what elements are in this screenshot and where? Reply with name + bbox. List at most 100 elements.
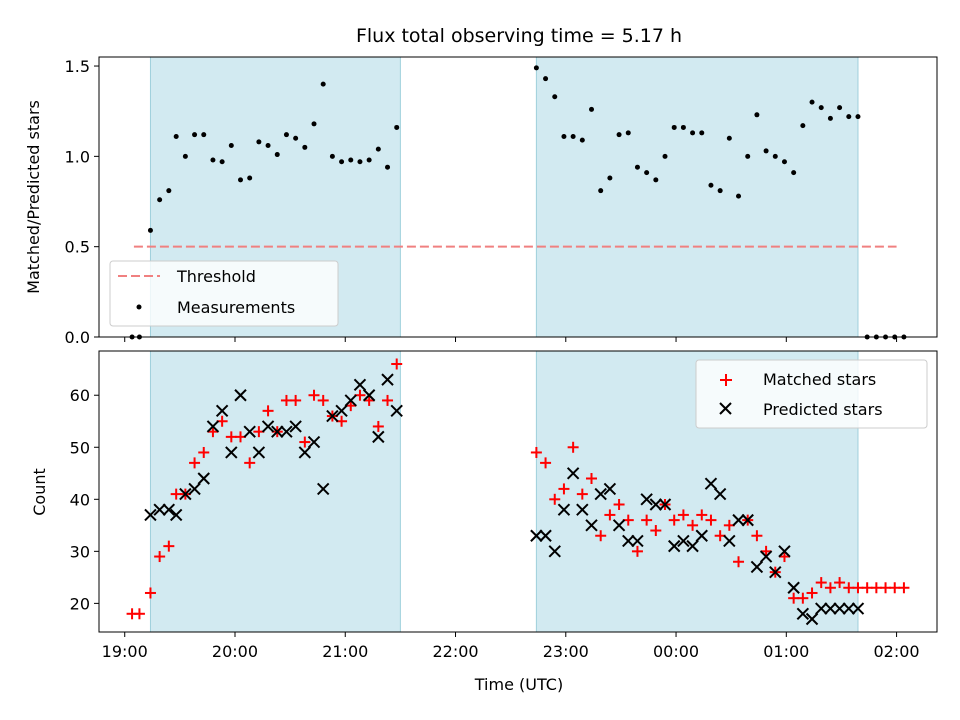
top-axes-frame — [98, 56, 938, 338]
matched-star-point — [549, 493, 561, 505]
count-points — [126, 358, 910, 626]
measurement-point — [699, 130, 705, 136]
top-axes: 0.0 0.5 1.0 1.5 — [65, 56, 938, 347]
predicted-star-point — [667, 539, 681, 553]
matched-star-point — [880, 582, 892, 594]
predicted-star-point — [787, 581, 800, 594]
predicted-star-point — [778, 545, 791, 558]
predicted-star-point — [851, 602, 865, 615]
top-legend: Threshold Measurements — [109, 260, 339, 327]
measurement-point — [157, 197, 163, 203]
predicted-star-point — [307, 435, 321, 449]
predicted-star-point — [179, 487, 192, 501]
predicted-star-point — [362, 389, 376, 402]
measurement-point — [791, 170, 797, 176]
measurement-point — [329, 153, 335, 159]
predicted-star-point — [298, 446, 312, 459]
measurement-point — [653, 177, 659, 183]
matched-star-point — [898, 582, 910, 594]
measurement-point — [166, 188, 172, 194]
predicted-star-point — [815, 602, 828, 615]
matched-star-point — [144, 587, 156, 599]
matched-star-point — [540, 457, 552, 469]
matched-star-point — [586, 472, 598, 484]
predicted-star-point — [658, 498, 672, 511]
matched-star-point — [687, 519, 699, 531]
measurement-point — [357, 159, 363, 165]
matched-legend-swatch — [720, 374, 732, 386]
x-tick-label: 19:00 — [102, 642, 148, 661]
matched-star-point — [595, 530, 607, 542]
predicted-star-point — [234, 389, 247, 402]
measurement-point — [745, 153, 751, 159]
measurement-point — [809, 99, 815, 105]
matched-star-point — [760, 545, 772, 557]
predicted-star-point — [316, 482, 330, 496]
predicted-star-point — [732, 513, 745, 527]
measurement-point — [385, 164, 391, 170]
matched-star-point — [372, 420, 384, 432]
measurement-point — [634, 164, 640, 170]
measurement-point — [339, 159, 345, 165]
x-tick-label: 23:00 — [543, 642, 589, 661]
measurement-point — [644, 170, 650, 176]
measurements-legend-swatch — [136, 304, 142, 310]
predicted-star-point — [585, 519, 598, 532]
x-tick-label: 00:00 — [653, 642, 699, 661]
measurement-point — [552, 94, 558, 100]
matched-star-point — [788, 592, 800, 604]
bottom-legend-box — [695, 359, 928, 429]
predicted-star-point — [169, 508, 183, 522]
predicted-star-point — [206, 420, 220, 433]
predicted-star-point — [289, 420, 302, 433]
predicted-star-point — [188, 482, 201, 496]
matched-star-point — [154, 551, 166, 563]
predicted-star-point — [280, 425, 293, 438]
predicted-star-point — [677, 534, 690, 548]
measurement-point — [607, 175, 613, 181]
top-shaded-intervals — [149, 57, 859, 337]
matched-star-point — [806, 587, 818, 599]
measurement-point — [561, 133, 567, 139]
matched-star-point — [843, 582, 855, 594]
matched-star-point — [189, 457, 201, 469]
predicted-star-point — [640, 493, 653, 506]
matched-star-point — [631, 545, 643, 557]
predicted-star-point — [750, 560, 764, 574]
measurement-point — [283, 132, 289, 138]
top-y-tick-label: 1.0 — [65, 147, 90, 166]
matched-star-point — [650, 525, 662, 537]
bottom-legend: Matched stars Predicted stars — [695, 359, 928, 429]
predicted-star-point — [215, 404, 229, 418]
measurement-point — [726, 135, 732, 141]
predicted-star-point — [769, 565, 782, 579]
predicted-star-point — [530, 529, 543, 542]
measurement-point — [827, 115, 833, 121]
matched-star-point — [207, 426, 219, 438]
measurement-point — [320, 81, 326, 87]
measurement-point — [182, 153, 188, 159]
predicted-star-point — [144, 508, 157, 522]
matched-star-point — [317, 394, 329, 406]
measurement-point — [274, 152, 280, 158]
bottom-panel: 19:00 20:00 21:00 22:00 23:00 00:00 01:00 02:00… — [30, 350, 938, 694]
bottom-y-tick-label: 20 — [70, 594, 90, 613]
matched-star-point — [225, 431, 237, 443]
measurement-point — [302, 144, 308, 150]
top-y-axis-label: Matched/Predicted stars — [24, 100, 43, 294]
top-legend-box — [109, 260, 339, 327]
predicted-star-point — [796, 607, 810, 620]
predicted-star-point — [225, 446, 238, 459]
predicted-star-point — [243, 425, 256, 438]
predicted-star-point — [686, 539, 699, 553]
matched-star-point — [363, 394, 375, 406]
measurement-point — [846, 114, 852, 120]
predicted-star-point — [153, 503, 166, 516]
x-tick-label: 02:00 — [874, 642, 920, 661]
measurement-point — [772, 153, 778, 159]
measurement-point — [625, 130, 631, 136]
matched-star-point — [815, 577, 827, 589]
matched-star-point — [604, 509, 616, 521]
matched-star-point — [170, 488, 182, 500]
matched-star-point — [299, 436, 311, 448]
